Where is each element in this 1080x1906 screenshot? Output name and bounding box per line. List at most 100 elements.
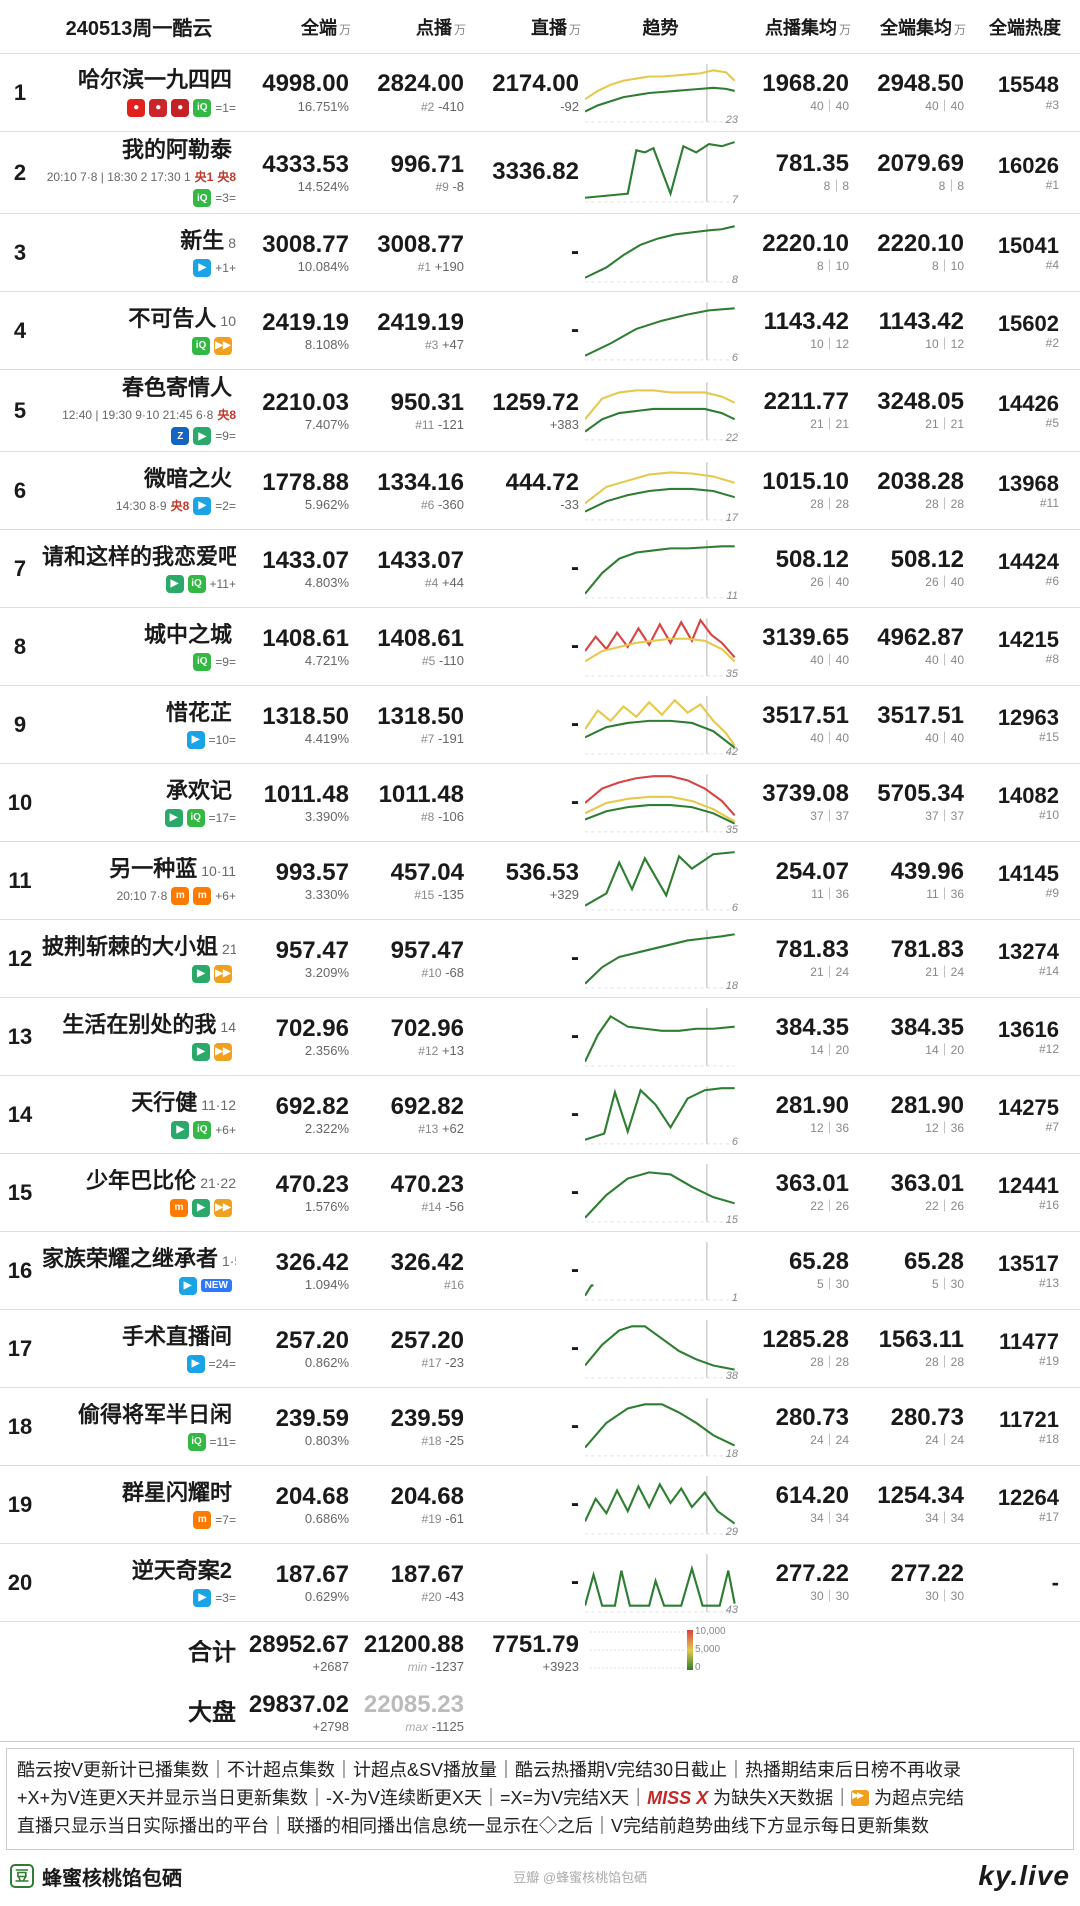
heat-value: 11721 — [970, 1408, 1059, 1431]
svg-text:5,000: 5,000 — [695, 1644, 720, 1655]
trend-sparkline: 23 — [585, 60, 740, 126]
vod-avg-value: 281.90 — [740, 1093, 849, 1118]
platform-icon: ▶ — [179, 1277, 197, 1295]
platform-icon: iQ — [193, 1121, 211, 1139]
douban-icon: 豆 — [10, 1864, 34, 1888]
platform-icon: m — [193, 887, 211, 905]
platform-icon: ▶▶ — [214, 965, 232, 983]
total-value: 2210.03 — [240, 390, 349, 415]
total-value: 470.23 — [240, 1172, 349, 1197]
vod-avg-value: 65.28 — [740, 1249, 849, 1274]
trend-sparkline: 35 — [585, 770, 740, 836]
show-title: 少年巴比伦21·22 — [42, 1169, 236, 1193]
total-value: 993.57 — [240, 860, 349, 885]
trend-sparkline: 42 — [585, 692, 740, 758]
table-row: 7 请和这样的我恋爱吧25·26 ▶iQ+11+ 1433.07 4.803% … — [0, 530, 1080, 608]
platform-icon: ▶ — [171, 1121, 189, 1139]
total-avg-value: 2220.10 — [855, 231, 964, 256]
platform-icon: ● — [149, 99, 167, 117]
platform-icon: ● — [127, 99, 145, 117]
heat-value: 12264 — [970, 1486, 1059, 1509]
table-row: 18 偷得将军半日闲 iQ=11= 239.59 0.803% 239.59 #… — [0, 1388, 1080, 1466]
total-avg-value: 2079.69 — [855, 151, 964, 176]
vod-value: 239.59 — [355, 1406, 464, 1431]
rank: 3 — [0, 240, 40, 266]
live-value: - — [470, 633, 579, 658]
total-value: 1433.07 — [240, 548, 349, 573]
vod-value: 950.31 — [355, 390, 464, 415]
vod-value: 996.71 — [355, 152, 464, 177]
total-avg-value: 4962.87 — [855, 625, 964, 650]
table-row: 8 城中之城 iQ=9= 1408.61 4.721% 1408.61 #5 -… — [0, 608, 1080, 686]
trend-sparkline: 18 — [585, 1394, 740, 1460]
vod-value: 1433.07 — [355, 548, 464, 573]
vod-value: 1011.48 — [355, 782, 464, 807]
show-title: 天行健11·12 — [42, 1091, 236, 1115]
heat-value: 12963 — [970, 706, 1059, 729]
table-row: 12 披荆斩棘的大小姐21 ▶▶▶ 957.47 3.209% 957.47 #… — [0, 920, 1080, 998]
table-row: 1 哈尔滨一九四四 ●●●iQ=1= 4998.00 16.751% 2824.… — [0, 54, 1080, 132]
rank: 5 — [0, 398, 40, 424]
table-row: 3 新生8 ▶+1+ 3008.77 10.084% 3008.77 #1 +1… — [0, 214, 1080, 292]
live-value: 1259.72 — [470, 390, 579, 415]
footer: 豆 蜂蜜核桃馅包硒 豆瓣 @蜂蜜核桃馅包硒 ky.live — [0, 1854, 1080, 1906]
total-value: 692.82 — [240, 1094, 349, 1119]
platform-icon: iQ — [187, 809, 205, 827]
new-badge: NEW — [201, 1279, 232, 1292]
platform-icon: ▶▶ — [214, 1043, 232, 1061]
show-title: 承欢记 — [42, 779, 236, 803]
live-value: - — [470, 239, 579, 264]
trend-sparkline: 6 — [585, 1082, 740, 1148]
vod-value: 2419.19 — [355, 310, 464, 335]
vod-avg-value: 384.35 — [740, 1015, 849, 1040]
table-row: 17 手术直播间 ▶=24= 257.20 0.862% 257.20 #17 … — [0, 1310, 1080, 1388]
trend-sparkline — [585, 1004, 740, 1070]
heat-value: 15602 — [970, 312, 1059, 335]
table-row: 2 我的阿勒泰 20:10 7·8 | 18:30 2 17:30 1央1央8i… — [0, 132, 1080, 214]
show-title: 微暗之火 — [42, 467, 236, 491]
live-value: - — [470, 1101, 579, 1126]
total-avg-value: 439.96 — [855, 859, 964, 884]
table-row: 13 生活在别处的我14 ▶▶▶ 702.96 2.356% 702.96 #1… — [0, 998, 1080, 1076]
total-avg-value: 3517.51 — [855, 703, 964, 728]
trend-sparkline: 8 — [585, 220, 740, 286]
platform-icon: ▶ — [187, 731, 205, 749]
show-title: 惜花芷 — [42, 701, 236, 725]
vod-avg-value: 2211.77 — [740, 389, 849, 414]
total-value: 1318.50 — [240, 704, 349, 729]
show-title: 生活在别处的我14 — [42, 1013, 236, 1037]
show-title: 城中之城 — [42, 623, 236, 647]
live-value: 444.72 — [470, 470, 579, 495]
heat-value: 14145 — [970, 862, 1059, 885]
show-title: 另一种蓝10·11 — [42, 857, 236, 881]
show-title: 偷得将军半日闲 — [42, 1403, 236, 1427]
platform-icon: ▶ — [193, 1589, 211, 1607]
heat-value: 12441 — [970, 1174, 1059, 1197]
vod-avg-value: 1968.20 — [740, 71, 849, 96]
platform-icon: ▶ — [192, 1199, 210, 1217]
total-value: 4333.53 — [240, 152, 349, 177]
trend-sparkline: 17 — [585, 458, 740, 524]
live-value: - — [470, 945, 579, 970]
trend-sparkline: 1 — [585, 1238, 740, 1304]
vod-value: 326.42 — [355, 1250, 464, 1275]
heat-value: 13517 — [970, 1252, 1059, 1275]
trend-sparkline: 35 — [585, 614, 740, 680]
vod-avg-value: 363.01 — [740, 1171, 849, 1196]
show-title: 不可告人10 — [42, 307, 236, 331]
total-avg-value: 1563.11 — [855, 1327, 964, 1352]
table-header: 240513周一酷云 全端万 点播万 直播万 趋势 点播集均万 全端集均万 全端… — [0, 0, 1080, 54]
table-row: 5 春色寄情人 12:40 | 19:30 9·10 21:45 6·8央8Z▶… — [0, 370, 1080, 452]
total-avg-value: 1254.34 — [855, 1483, 964, 1508]
rank: 10 — [0, 790, 40, 816]
heat-value: 14275 — [970, 1096, 1059, 1119]
heat-value: 13616 — [970, 1018, 1059, 1041]
total-value: 1011.48 — [240, 782, 349, 807]
footer-author: 蜂蜜核桃馅包硒 — [42, 1862, 182, 1891]
live-value: - — [470, 789, 579, 814]
total-avg-value: 3248.05 — [855, 389, 964, 414]
vod-avg-value: 280.73 — [740, 1405, 849, 1430]
date-title: 240513周一酷云 — [40, 6, 240, 47]
live-value: 2174.00 — [470, 71, 579, 96]
total-avg-value: 1143.42 — [855, 309, 964, 334]
